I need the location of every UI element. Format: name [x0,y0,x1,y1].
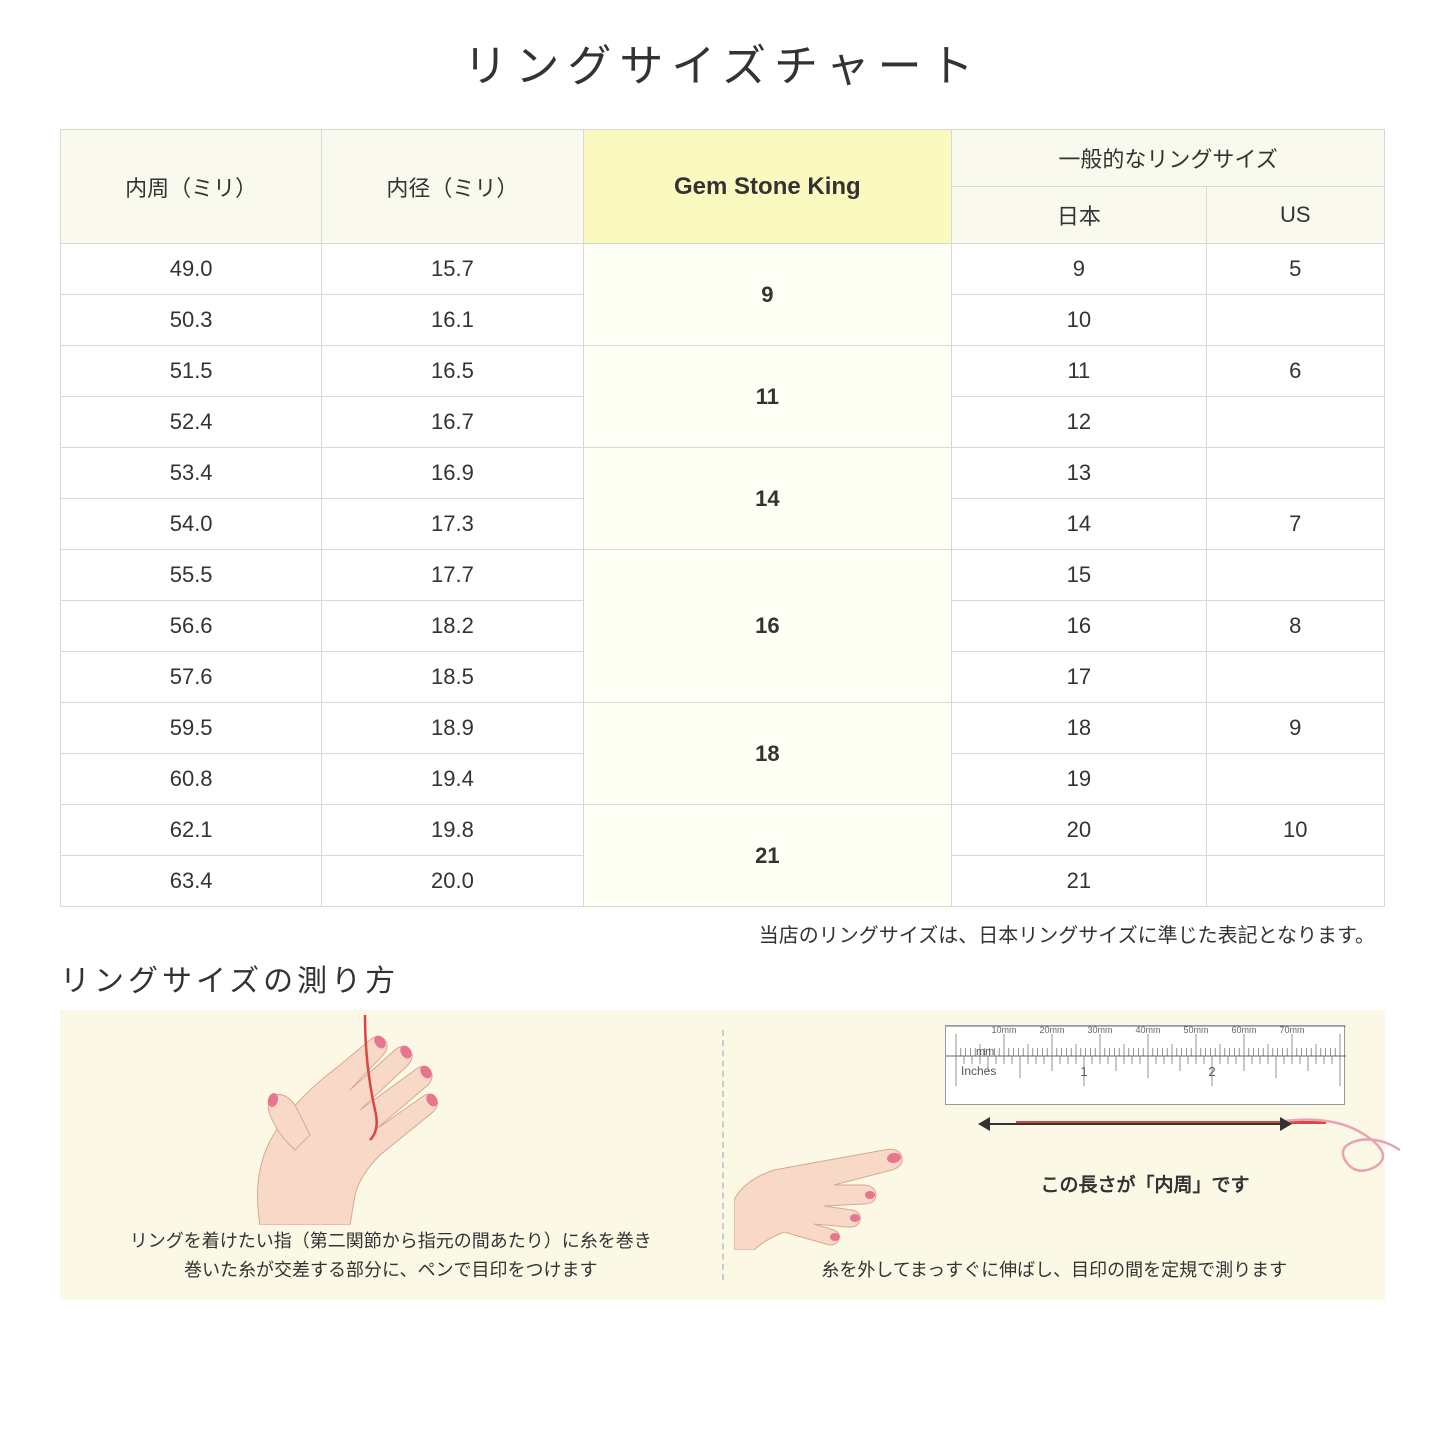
cell-japan: 10 [952,295,1206,346]
cell-japan: 19 [952,754,1206,805]
header-circumference: 内周（ミリ） [61,130,322,244]
cell-circumference: 55.5 [61,550,322,601]
svg-text:60mm: 60mm [1231,1026,1256,1035]
cell-us [1206,856,1384,907]
cell-gsk: 14 [583,448,952,550]
ruler-icon: 10mm 20mm 30mm 40mm 50mm 60mm 70mm 1 2 mm Inche… [945,1025,1345,1105]
page-title: リングサイズチャート [60,30,1385,94]
howto-panel-2: 10mm 20mm 30mm 40mm 50mm 60mm 70mm 1 2 mm Inche… [724,1010,1386,1300]
cell-us [1206,448,1384,499]
ruler-mm-label: mm [976,1046,994,1058]
table-row: 55.517.71615 [61,550,1385,601]
chart-note: 当店のリングサイズは、日本リングサイズに準じた表記となります。 [60,919,1385,948]
header-general: 一般的なリングサイズ [952,130,1385,187]
cell-diameter: 19.8 [322,805,583,856]
cell-diameter: 20.0 [322,856,583,907]
cell-us [1206,295,1384,346]
cell-gsk: 21 [583,805,952,907]
panel1-caption: リングを着けたい指（第二関節から指元の間あたり）に糸を巻き巻いた糸が交差する部分… [60,1227,722,1285]
cell-japan: 11 [952,346,1206,397]
cell-us [1206,652,1384,703]
cell-circumference: 56.6 [61,601,322,652]
cell-circumference: 63.4 [61,856,322,907]
table-row: 53.416.91413 [61,448,1385,499]
cell-japan: 15 [952,550,1206,601]
cell-diameter: 16.9 [322,448,583,499]
cell-circumference: 51.5 [61,346,322,397]
cell-diameter: 19.4 [322,754,583,805]
header-japan: 日本 [952,187,1206,244]
cell-circumference: 59.5 [61,703,322,754]
cell-japan: 14 [952,499,1206,550]
cell-us [1206,754,1384,805]
svg-text:30mm: 30mm [1087,1026,1112,1035]
cell-japan: 17 [952,652,1206,703]
cell-gsk: 16 [583,550,952,703]
cell-us [1206,397,1384,448]
table-row: 51.516.511116 [61,346,1385,397]
ruler-inches-label: Inches [961,1064,996,1078]
table-row: 62.119.8212010 [61,805,1385,856]
cell-japan: 13 [952,448,1206,499]
cell-diameter: 16.1 [322,295,583,346]
cell-diameter: 18.5 [322,652,583,703]
hand-wrap-icon [200,1005,540,1225]
cell-us: 8 [1206,601,1384,652]
measure-arrow [980,1115,1290,1135]
cell-diameter: 15.7 [322,244,583,295]
cell-circumference: 60.8 [61,754,322,805]
svg-text:20mm: 20mm [1039,1026,1064,1035]
table-row: 49.015.7995 [61,244,1385,295]
howto-title: リングサイズの測り方 [60,956,1385,1000]
cell-gsk: 9 [583,244,952,346]
howto-section: リングを着けたい指（第二関節から指元の間あたり）に糸を巻き巻いた糸が交差する部分… [60,1010,1385,1300]
svg-text:70mm: 70mm [1279,1026,1304,1035]
svg-text:10mm: 10mm [991,1026,1016,1035]
cell-japan: 18 [952,703,1206,754]
cell-us [1206,550,1384,601]
cell-diameter: 17.3 [322,499,583,550]
ruler-area: 10mm 20mm 30mm 40mm 50mm 60mm 70mm 1 2 mm Inche… [945,1025,1345,1197]
cell-japan: 21 [952,856,1206,907]
cell-gsk: 18 [583,703,952,805]
size-chart-table: 内周（ミリ） 内径（ミリ） Gem Stone King 一般的なリングサイズ … [60,129,1385,907]
cell-us: 5 [1206,244,1384,295]
svg-text:40mm: 40mm [1135,1026,1160,1035]
cell-us: 9 [1206,703,1384,754]
howto-panel-1: リングを着けたい指（第二関節から指元の間あたり）に糸を巻き巻いた糸が交差する部分… [60,1010,722,1300]
cell-diameter: 18.2 [322,601,583,652]
table-row: 59.518.918189 [61,703,1385,754]
cell-japan: 20 [952,805,1206,856]
svg-text:50mm: 50mm [1183,1026,1208,1035]
header-diameter: 内径（ミリ） [322,130,583,244]
cell-circumference: 49.0 [61,244,322,295]
header-gsk: Gem Stone King [583,130,952,244]
cell-circumference: 62.1 [61,805,322,856]
svg-text:1: 1 [1080,1064,1087,1079]
cell-us: 6 [1206,346,1384,397]
header-us: US [1206,187,1384,244]
cell-circumference: 54.0 [61,499,322,550]
cell-diameter: 18.9 [322,703,583,754]
cell-diameter: 16.5 [322,346,583,397]
panel2-caption: 糸を外してまっすぐに伸ばし、目印の間を定規で測ります [724,1256,1386,1285]
cell-gsk: 11 [583,346,952,448]
cell-diameter: 17.7 [322,550,583,601]
cell-us: 10 [1206,805,1384,856]
svg-text:2: 2 [1208,1064,1215,1079]
cell-circumference: 50.3 [61,295,322,346]
cell-japan: 9 [952,244,1206,295]
cell-us: 7 [1206,499,1384,550]
cell-circumference: 52.4 [61,397,322,448]
cell-japan: 12 [952,397,1206,448]
thread-loop-icon [1285,1095,1405,1175]
cell-diameter: 16.7 [322,397,583,448]
cell-circumference: 57.6 [61,652,322,703]
cell-circumference: 53.4 [61,448,322,499]
cell-japan: 16 [952,601,1206,652]
